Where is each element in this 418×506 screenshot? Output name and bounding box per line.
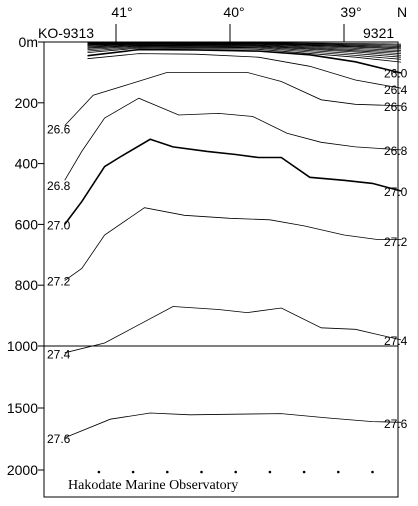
isopycnal-line-27-4: [64, 306, 402, 354]
x-tick-label: 40°: [223, 4, 244, 20]
station-dot: [268, 470, 272, 474]
surface-isopycnal-line: [87, 45, 402, 56]
station-dot: [166, 470, 169, 474]
station-dot: [200, 470, 203, 474]
y-tick-label: 1500: [7, 400, 38, 416]
y-tick-label: 800: [15, 277, 39, 293]
surface-isopycnal-line: [87, 44, 402, 54]
isopycnal-line-26-6: [64, 72, 402, 126]
isopycnal-label: 26.6: [47, 123, 71, 137]
credit-text: Hakodate Marine Observatory: [68, 478, 238, 493]
surface-isopycnal-bundle: [87, 42, 402, 63]
isopycnal-label: 26.6: [384, 100, 408, 114]
isopycnal-line-27-0: [64, 138, 402, 225]
x-tick-label: 41°: [111, 4, 132, 20]
isopycnal-label: 27.4: [47, 347, 71, 361]
x-unit-label: N: [397, 4, 407, 20]
station-dot: [337, 470, 340, 474]
y-tick-label: 1000: [7, 338, 38, 354]
y-tick-label: 400: [15, 156, 39, 172]
y-tick-label: 0m: [19, 34, 38, 50]
y-tick-label: 2000: [7, 462, 38, 478]
isopycnal-label: 27.6: [47, 432, 71, 446]
isopycnal-label: 26.8: [384, 144, 408, 158]
isopycnal-line-27-6: [64, 412, 402, 439]
isopycnal-label: 26.4: [384, 83, 408, 97]
isopycnal-label: 27.0: [384, 185, 408, 199]
isopycnal-line-26-4: [87, 53, 402, 89]
station-dot: [302, 470, 306, 474]
y-tick-label: 600: [15, 216, 39, 232]
surface-isopycnal-line: [87, 43, 402, 51]
isopycnal-series: [64, 48, 402, 439]
isopycnal-label: 27.2: [47, 275, 71, 289]
isopycnal-label: 27.2: [384, 235, 408, 249]
x-axis: 41° 40° 39° N KO-9313 9321: [38, 4, 407, 42]
isopycnal-label: 26.8: [47, 179, 71, 193]
station-end-label: 9321: [363, 25, 394, 41]
isopycnal-label: 27.6: [384, 417, 408, 431]
station-dot: [97, 470, 101, 474]
station-dot: [371, 470, 374, 474]
plot-frame: [43, 41, 399, 498]
y-axis: 0m 200 400 600 800 1000 1500 2000: [7, 34, 44, 478]
x-tick-label: 39°: [340, 4, 361, 20]
isopycnal-line-26-0: [87, 48, 402, 74]
isopycnal-labels: 26.0 26.4 26.6 26.6 26.8 26.8 27.0 27.0 27.2 27.2…: [47, 66, 408, 445]
station-dot: [131, 470, 135, 474]
surface-isopycnal-line: [87, 43, 402, 53]
isopycnal-line-27-2: [64, 207, 401, 281]
station-dot: [234, 470, 237, 474]
station-markers: [97, 470, 374, 474]
station-start-label: KO-9313: [38, 25, 94, 41]
isopycnal-label: 27.4: [384, 334, 408, 348]
y-tick-label: 200: [15, 95, 39, 111]
isopycnal-label: 27.0: [47, 218, 71, 232]
isopycnal-line-26-8: [64, 97, 402, 181]
surface-isopycnal-line: [87, 46, 402, 60]
surface-isopycnal-line: [87, 47, 402, 63]
isopycnal-label: 26.0: [384, 66, 408, 80]
surface-isopycnal-line: [87, 45, 402, 58]
